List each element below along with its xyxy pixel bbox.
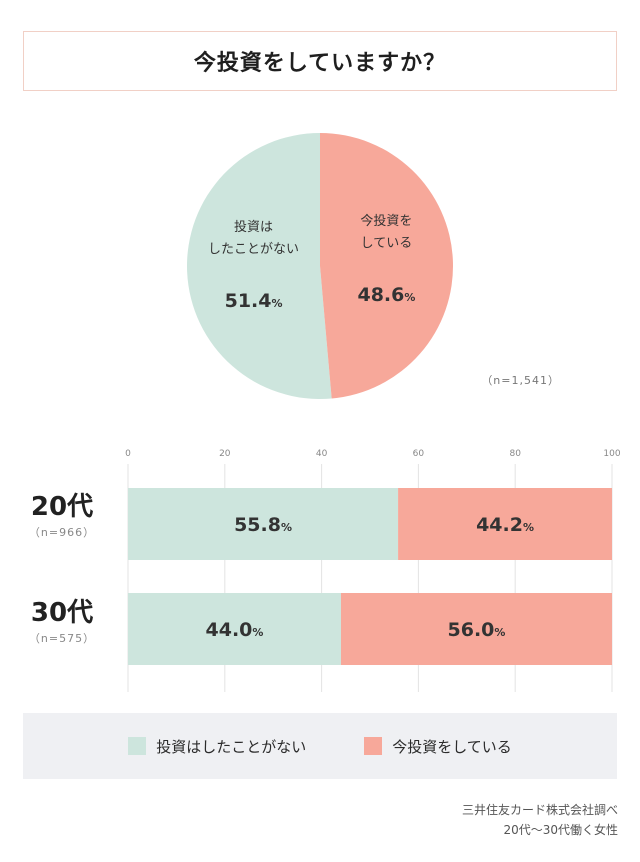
x-tick-label: 40 — [316, 449, 328, 459]
x-tick-label: 20 — [219, 449, 231, 459]
pie-slice-label: している — [361, 236, 413, 251]
pie-slice-not-invested — [187, 133, 332, 399]
pie-value-label: 48.6% — [357, 284, 415, 306]
row-sample-size: （n=575） — [28, 632, 96, 645]
bar-segment — [398, 488, 612, 560]
source-line-1: 三井住友カード株式会社調べ — [461, 803, 618, 817]
pie-value-label: 51.4% — [225, 290, 283, 312]
legend-swatch — [364, 737, 383, 755]
pie-sample-size: （n=1,541） — [481, 374, 560, 387]
source-note: 三井住友カード株式会社調べ 20代〜30代働く女性 — [462, 800, 618, 840]
legend-item-not-invested: 投資はしたことがない — [128, 736, 306, 757]
bar-segment — [128, 488, 399, 560]
bar-segment — [340, 593, 612, 665]
pie-slice-label: したことがない — [208, 242, 299, 257]
row-label-20s: 20代 （n=966） — [0, 492, 124, 540]
bar-value-label: 44.0% — [206, 619, 264, 641]
legend-item-invested: 今投資をしている — [364, 736, 512, 757]
stacked-bar-chart: 0 20 40 60 80 100 55.8% 44.2% 44.0% 56.0% — [125, 449, 621, 692]
pie-chart: 投資はしたことがない 51.4% 今投資をしている 48.6% — [187, 133, 454, 399]
row-age-label: 30代 — [30, 598, 94, 628]
row-sample-size: （n=966） — [28, 526, 96, 539]
legend: 投資はしたことがない 今投資をしている — [23, 713, 617, 779]
pie-slice-label: 今投資を — [360, 213, 412, 229]
x-tick-label: 60 — [413, 449, 425, 459]
x-tick-label: 100 — [603, 449, 620, 459]
legend-swatch — [128, 737, 147, 755]
row-age-label: 20代 — [30, 492, 94, 522]
bar-value-label: 55.8% — [234, 514, 292, 536]
chart-title: 今投資をしていますか？ — [193, 51, 447, 76]
legend-label: 投資はしたことがない — [156, 737, 307, 756]
source-line-2: 20代〜30代働く女性 — [503, 823, 618, 837]
x-tick-label: 80 — [509, 449, 521, 459]
legend-label: 今投資をしている — [392, 737, 512, 756]
pie-slice-invested — [320, 133, 454, 399]
bar-value-label: 56.0% — [448, 619, 506, 641]
x-tick-label: 0 — [125, 449, 131, 459]
chart-title-box: 今投資をしていますか？ — [23, 31, 617, 91]
bar-segment — [128, 593, 341, 665]
pie-slice-label: 投資は — [234, 219, 273, 235]
row-label-30s: 30代 （n=575） — [0, 598, 124, 646]
bar-value-label: 44.2% — [476, 514, 534, 536]
